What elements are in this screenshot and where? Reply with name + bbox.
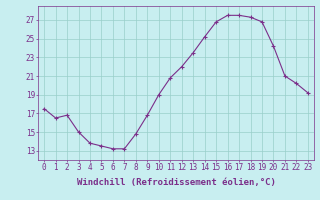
X-axis label: Windchill (Refroidissement éolien,°C): Windchill (Refroidissement éolien,°C) — [76, 178, 276, 187]
